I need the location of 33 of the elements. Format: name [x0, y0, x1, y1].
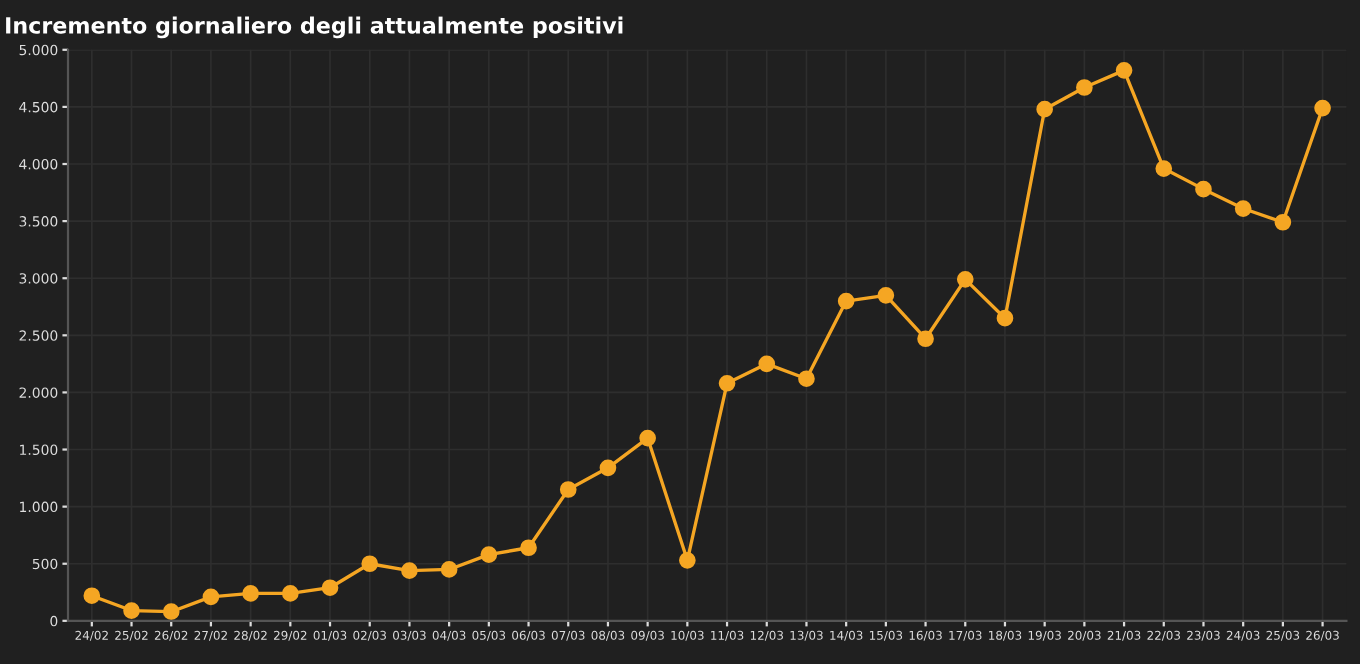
point: [1076, 79, 1093, 96]
point: [1234, 200, 1252, 217]
point: [520, 539, 537, 557]
point: [599, 459, 617, 477]
point: [1115, 62, 1133, 79]
point: [440, 561, 458, 578]
point: [282, 585, 299, 602]
point: [956, 271, 974, 288]
point: [798, 370, 815, 388]
point: [1314, 99, 1331, 117]
point: [679, 551, 696, 569]
point: [1195, 180, 1212, 198]
point: [1155, 160, 1173, 177]
point: [123, 602, 140, 619]
point: [242, 585, 259, 602]
point: [162, 603, 180, 621]
point: [480, 546, 498, 563]
point: [361, 555, 379, 573]
point: [837, 292, 855, 310]
point: [559, 481, 577, 498]
point: [321, 579, 339, 597]
point: [1036, 100, 1053, 118]
chart-title: Incremento giornaliero degli attualmente positivi: [6, 16, 623, 39]
point: [1274, 213, 1292, 231]
point: [917, 330, 934, 348]
point: [202, 588, 220, 606]
point: [877, 287, 895, 304]
point: [639, 429, 656, 447]
point: [83, 587, 101, 605]
point: [718, 374, 736, 392]
point: [996, 309, 1014, 327]
point: [758, 355, 776, 373]
point: [401, 562, 418, 579]
